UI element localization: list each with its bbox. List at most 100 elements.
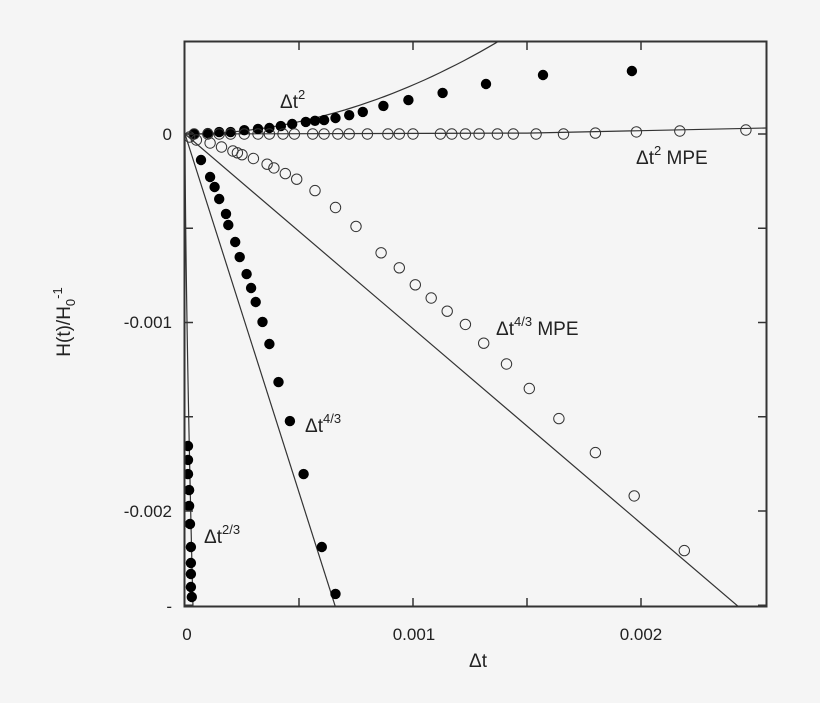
y-tick-labels: 0 -0.001 -0.002 - bbox=[124, 125, 172, 616]
data-point bbox=[441, 305, 453, 317]
data-point bbox=[307, 128, 319, 140]
fit-curve bbox=[185, 133, 739, 606]
data-point bbox=[238, 128, 251, 140]
data-point bbox=[195, 154, 207, 166]
data-point bbox=[277, 128, 289, 140]
data-point bbox=[204, 137, 216, 149]
data-point bbox=[209, 181, 220, 193]
data-point bbox=[480, 78, 492, 90]
fit-curves bbox=[185, 42, 766, 606]
data-point bbox=[298, 468, 309, 480]
x-tick-label: 0.002 bbox=[620, 625, 663, 644]
data-point bbox=[318, 114, 330, 126]
data-point bbox=[434, 128, 447, 140]
data-point bbox=[236, 149, 248, 161]
data-point bbox=[407, 128, 419, 140]
data-point bbox=[409, 279, 421, 291]
data-point bbox=[215, 141, 228, 153]
label-dt2: Δt2 bbox=[280, 87, 305, 113]
data-point bbox=[185, 468, 194, 480]
data-point bbox=[437, 87, 448, 99]
data-point bbox=[459, 318, 472, 331]
data-point bbox=[287, 118, 298, 130]
data-point bbox=[263, 128, 276, 140]
x-tick-labels: 0 0.001 0.002 bbox=[182, 625, 662, 644]
data-point bbox=[247, 152, 260, 165]
data-point bbox=[446, 128, 458, 140]
data-point bbox=[273, 376, 284, 388]
data-point bbox=[261, 158, 273, 170]
y-tick-label: -0.002 bbox=[124, 502, 172, 521]
data-point bbox=[330, 588, 341, 600]
y-tick-label: - bbox=[166, 597, 172, 616]
data-point bbox=[478, 337, 490, 349]
data-point bbox=[268, 162, 280, 174]
data-point bbox=[589, 127, 602, 139]
data-point bbox=[309, 115, 321, 127]
data-point bbox=[185, 500, 195, 512]
data-point bbox=[740, 124, 752, 136]
data-point bbox=[523, 382, 535, 395]
data-point bbox=[382, 128, 394, 140]
label-dt23: Δt2/3 bbox=[204, 522, 240, 548]
data-point bbox=[224, 128, 237, 140]
data-point bbox=[630, 126, 643, 138]
y-tick-label: 0 bbox=[163, 125, 172, 144]
data-point bbox=[291, 173, 303, 185]
data-point bbox=[425, 292, 437, 304]
data-point bbox=[185, 484, 195, 496]
data-point bbox=[350, 220, 362, 233]
data-point bbox=[288, 128, 301, 140]
data-point bbox=[473, 128, 485, 140]
data-point bbox=[530, 128, 542, 140]
data-point bbox=[300, 116, 311, 128]
data-point bbox=[491, 128, 504, 140]
axis-ticks bbox=[185, 41, 766, 607]
data-point bbox=[185, 557, 197, 569]
y-tick-label: -0.001 bbox=[124, 313, 172, 332]
data-point bbox=[214, 193, 225, 205]
plot-frame bbox=[183, 40, 768, 608]
y-axis-title: H(t)/H0-1 bbox=[50, 287, 78, 356]
data-point bbox=[459, 128, 472, 140]
data-point bbox=[332, 128, 344, 140]
data-point bbox=[557, 128, 570, 140]
data-point bbox=[185, 541, 197, 553]
data-point bbox=[202, 128, 214, 140]
data-point bbox=[185, 568, 197, 580]
data-point bbox=[213, 128, 225, 140]
data-point bbox=[628, 490, 640, 502]
data-point bbox=[318, 128, 330, 140]
data-point bbox=[329, 201, 342, 214]
data-point bbox=[252, 128, 264, 140]
x-tick-label: 0.001 bbox=[393, 625, 436, 644]
data-point bbox=[185, 131, 196, 143]
data-point bbox=[537, 69, 549, 81]
data-point bbox=[344, 110, 355, 121]
data-point bbox=[185, 518, 196, 530]
data-point bbox=[309, 184, 321, 197]
data-point bbox=[357, 106, 368, 118]
data-point bbox=[375, 247, 387, 259]
data-point bbox=[185, 581, 197, 593]
data-point bbox=[239, 125, 250, 136]
data-point bbox=[250, 296, 261, 308]
data-point bbox=[589, 446, 602, 459]
x-axis-title: Δt bbox=[469, 651, 488, 672]
data-point bbox=[186, 591, 197, 603]
data-point bbox=[393, 128, 405, 140]
data-point bbox=[279, 167, 291, 180]
data-point bbox=[185, 454, 194, 466]
data-point bbox=[378, 100, 389, 112]
data-point bbox=[500, 358, 513, 370]
data-point bbox=[185, 440, 194, 452]
fit-curve bbox=[185, 133, 194, 606]
fit-curve bbox=[185, 133, 336, 606]
data-point bbox=[234, 251, 245, 263]
data-point bbox=[230, 236, 241, 248]
data-point bbox=[220, 208, 232, 220]
data-point bbox=[284, 415, 296, 427]
data-point bbox=[204, 171, 216, 183]
